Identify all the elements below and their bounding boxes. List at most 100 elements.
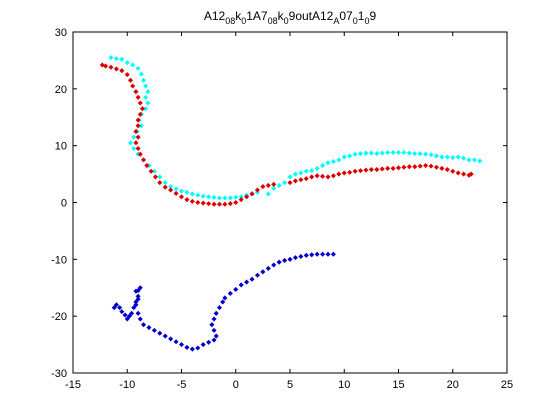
data-point xyxy=(325,160,331,166)
data-point xyxy=(222,195,228,201)
data-point xyxy=(412,164,418,170)
data-point xyxy=(330,173,336,179)
data-point xyxy=(390,165,396,171)
data-point xyxy=(162,333,168,339)
title-part: 0 xyxy=(364,16,369,26)
y-axis-tick-labels: -30 -20 -10 0 10 20 30 xyxy=(51,27,67,380)
title-part: A xyxy=(333,16,339,26)
data-point xyxy=(184,197,190,203)
data-point xyxy=(265,265,271,271)
data-point xyxy=(227,201,233,207)
data-point xyxy=(189,346,195,352)
data-point xyxy=(108,64,114,70)
data-point xyxy=(108,55,114,61)
data-point xyxy=(145,100,151,106)
title-part: 08 xyxy=(225,16,235,26)
data-point xyxy=(206,201,212,207)
data-point xyxy=(178,342,185,348)
x-tick-label: 5 xyxy=(287,379,293,391)
data-point xyxy=(374,151,380,157)
data-point xyxy=(151,327,157,333)
data-point xyxy=(127,140,134,146)
data-point xyxy=(357,151,364,157)
data-point xyxy=(238,194,244,200)
data-point xyxy=(303,252,309,258)
data-point xyxy=(195,345,201,351)
data-point xyxy=(357,168,364,174)
data-point xyxy=(151,168,157,174)
title-part: 9 xyxy=(369,9,376,23)
data-point xyxy=(119,56,125,62)
data-point xyxy=(341,170,347,176)
data-point xyxy=(412,151,418,157)
data-point xyxy=(303,168,309,174)
data-point xyxy=(271,262,277,268)
data-point xyxy=(401,164,407,170)
data-point xyxy=(374,166,380,173)
data-point xyxy=(173,186,179,192)
data-point xyxy=(144,163,150,169)
data-point xyxy=(135,94,141,100)
data-point xyxy=(314,251,320,257)
data-point xyxy=(249,276,255,282)
data-point xyxy=(233,199,239,206)
title-part: 9outA12 xyxy=(289,9,334,23)
data-point xyxy=(137,100,143,106)
data-point xyxy=(139,106,145,112)
data-point xyxy=(143,94,149,100)
data-point xyxy=(379,150,385,156)
data-point xyxy=(233,194,239,200)
data-point xyxy=(135,310,141,316)
data-point xyxy=(216,305,223,311)
data-point xyxy=(461,171,467,177)
data-point xyxy=(368,166,374,173)
data-point xyxy=(157,180,163,186)
data-point xyxy=(162,180,168,186)
title-part: 1A7 xyxy=(246,9,268,23)
data-point xyxy=(157,174,163,180)
data-point xyxy=(113,56,119,62)
data-point xyxy=(195,199,201,206)
data-point xyxy=(119,309,125,315)
title-part: k xyxy=(235,9,242,23)
data-point xyxy=(152,174,159,180)
x-tick-label: 0 xyxy=(233,379,239,391)
y-tick-label: 0 xyxy=(61,198,67,210)
data-point xyxy=(140,77,147,83)
data-point xyxy=(287,256,293,262)
data-point xyxy=(238,197,244,203)
data-point xyxy=(265,182,271,188)
data-point xyxy=(227,195,233,201)
x-tick-label: 15 xyxy=(392,379,404,391)
data-point xyxy=(140,322,147,328)
data-point xyxy=(135,145,141,152)
data-point xyxy=(168,184,174,190)
data-point xyxy=(282,257,288,264)
data-point xyxy=(146,324,152,331)
data-point xyxy=(184,344,190,350)
data-point xyxy=(124,72,130,78)
data-point xyxy=(439,154,445,160)
data-point xyxy=(200,193,206,199)
data-point xyxy=(395,149,402,156)
data-point xyxy=(292,178,298,184)
data-point xyxy=(131,145,137,152)
data-point xyxy=(213,333,219,339)
x-tick-label: 20 xyxy=(447,379,459,391)
data-point xyxy=(133,288,139,294)
data-point xyxy=(249,191,255,197)
y-tick-label: -20 xyxy=(51,311,67,323)
data-point xyxy=(117,305,123,311)
data-point xyxy=(135,296,141,302)
title-part: 0 xyxy=(241,16,246,26)
data-point xyxy=(406,150,412,156)
data-point xyxy=(320,173,326,179)
data-point xyxy=(455,170,461,176)
data-point xyxy=(168,336,174,342)
data-point xyxy=(222,295,228,301)
data-point xyxy=(395,165,402,171)
data-point xyxy=(216,195,223,201)
data-point xyxy=(173,190,179,196)
data-point xyxy=(133,140,139,146)
